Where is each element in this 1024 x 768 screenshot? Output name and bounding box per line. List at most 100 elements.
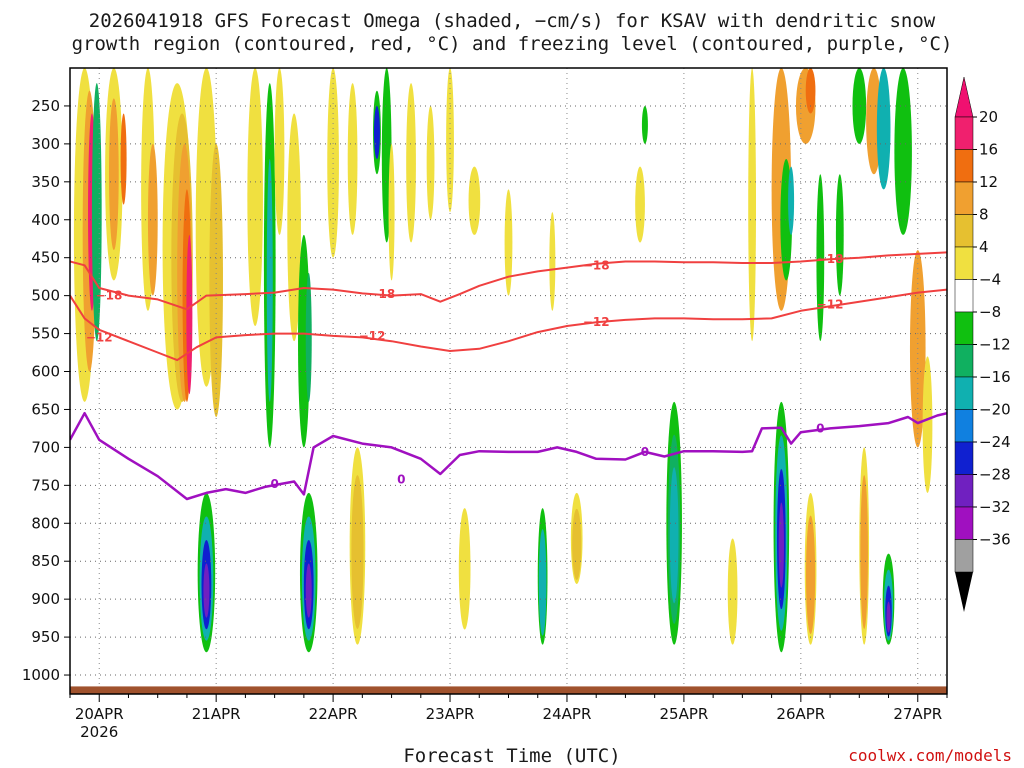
y-tick-label: 800 bbox=[31, 514, 60, 532]
omega-blob bbox=[446, 68, 454, 213]
colorbar-segment bbox=[954, 311, 974, 345]
chart-title-line1: 2026041918 GFS Forecast Omega (shaded, −… bbox=[88, 10, 936, 32]
contour-label: −12 bbox=[583, 315, 610, 329]
colorbar-segment bbox=[954, 506, 974, 540]
y-tick-label: 450 bbox=[31, 249, 60, 267]
colorbar-label: 12 bbox=[979, 173, 998, 191]
colorbar-segment bbox=[954, 539, 974, 573]
colorbar-label: −8 bbox=[979, 303, 1001, 321]
y-tick-label: 1000 bbox=[22, 666, 60, 684]
y-axis: 250 300 350 400 450 500 550 600 650 700 750 800 850 9… bbox=[22, 97, 70, 684]
omega-blob bbox=[247, 68, 263, 326]
x-axis-label: Forecast Time (UTC) bbox=[403, 745, 621, 767]
omega-blob bbox=[266, 159, 273, 402]
x-tick-label: 22APR bbox=[309, 705, 358, 723]
omega-blob bbox=[635, 166, 645, 243]
omega-blob bbox=[468, 166, 481, 235]
omega-blob bbox=[876, 68, 891, 190]
omega-blob bbox=[91, 83, 102, 342]
colorbar-segment bbox=[954, 214, 974, 248]
omega-blob bbox=[120, 113, 127, 205]
colorbar-segment bbox=[954, 474, 974, 508]
chart-title-line2: growth region (contoured, red, °C) and f… bbox=[71, 33, 953, 55]
x-tick-label: 23APR bbox=[426, 705, 475, 723]
omega-core bbox=[572, 508, 582, 580]
omega-core bbox=[727, 538, 738, 645]
contour--18 bbox=[70, 251, 947, 311]
contour-label: −18 bbox=[368, 287, 395, 301]
omega-blob bbox=[108, 98, 119, 251]
omega-blob bbox=[426, 105, 435, 220]
colorbar-segment bbox=[954, 409, 974, 443]
x-tick-label: 26APR bbox=[776, 705, 825, 723]
colorbar-top-arrow bbox=[954, 76, 974, 118]
contour-0 bbox=[70, 411, 947, 501]
y-tick-label: 500 bbox=[31, 287, 60, 305]
omega-blob bbox=[549, 212, 556, 311]
omega-core bbox=[305, 563, 312, 618]
colorbar-label: −28 bbox=[979, 466, 1011, 484]
omega-blob bbox=[748, 68, 757, 342]
omega-core bbox=[538, 529, 547, 636]
colorbar-label: −12 bbox=[979, 336, 1011, 354]
y-tick-label: 650 bbox=[31, 400, 60, 418]
y-tick-label: 950 bbox=[31, 628, 60, 646]
omega-blob bbox=[388, 143, 395, 281]
y-tick-label: 300 bbox=[31, 135, 60, 153]
colorbar-segment bbox=[954, 376, 974, 410]
ground-layer bbox=[70, 686, 947, 694]
omega-core bbox=[458, 508, 471, 630]
omega-blob bbox=[287, 113, 301, 342]
omega-blob bbox=[147, 143, 158, 296]
colorbar-label: 20 bbox=[979, 108, 998, 126]
omega-blob bbox=[852, 68, 867, 144]
contour-label: 0 bbox=[641, 445, 649, 459]
x-tick-label: 24APR bbox=[543, 705, 592, 723]
colorbar-label: −16 bbox=[979, 368, 1011, 386]
y-tick-label: 600 bbox=[31, 363, 60, 381]
ground-bar bbox=[70, 686, 947, 694]
omega-core bbox=[806, 515, 816, 634]
colorbar-segment bbox=[954, 116, 974, 150]
omega-blob bbox=[641, 105, 648, 144]
y-tick-label: 250 bbox=[31, 97, 60, 115]
contour--12 bbox=[70, 288, 947, 362]
colorbar-segment bbox=[954, 181, 974, 215]
y-tick-label: 850 bbox=[31, 552, 60, 570]
omega-blob bbox=[274, 68, 285, 235]
omega-blob bbox=[504, 189, 513, 296]
contour-label: 0 bbox=[816, 421, 824, 435]
colorbar-segment bbox=[954, 344, 974, 378]
contour-label: 0 bbox=[270, 477, 278, 491]
credit-link[interactable]: coolwx.com/models bbox=[848, 746, 1012, 765]
colorbar-label: 16 bbox=[979, 141, 998, 159]
omega-blob bbox=[373, 105, 380, 160]
contour-label: 0 bbox=[397, 472, 405, 486]
y-tick-label: 550 bbox=[31, 325, 60, 343]
omega-blob bbox=[305, 272, 312, 402]
omega-blob bbox=[922, 356, 933, 493]
x-tick-label: 25APR bbox=[659, 705, 708, 723]
contour-label: −18 bbox=[583, 258, 610, 272]
omega-core bbox=[203, 563, 210, 618]
y-tick-label: 400 bbox=[31, 211, 60, 229]
y-tick-label: 700 bbox=[31, 438, 60, 456]
omega-core bbox=[778, 502, 784, 588]
contour-label: −12 bbox=[86, 330, 113, 344]
colorbar-segment bbox=[954, 441, 974, 475]
x-tick-label: 27APR bbox=[893, 705, 942, 723]
contour-label: −12 bbox=[817, 298, 844, 312]
omega-blob bbox=[805, 68, 816, 114]
omega-blob bbox=[406, 83, 416, 243]
omega-blob bbox=[835, 174, 844, 296]
omega-core bbox=[886, 601, 891, 633]
y-tick-label: 750 bbox=[31, 476, 60, 494]
colorbar-label: −24 bbox=[979, 433, 1011, 451]
colorbar-label: 4 bbox=[979, 238, 989, 256]
x-axis: 20APR 21APR 22APR 23APR 24APR 25APR 26APR 27APR… bbox=[69, 694, 948, 741]
colorbar-segment bbox=[954, 246, 974, 280]
colorbar-label: −36 bbox=[979, 531, 1011, 549]
contour-label: −12 bbox=[359, 329, 386, 343]
omega-core bbox=[860, 475, 868, 629]
